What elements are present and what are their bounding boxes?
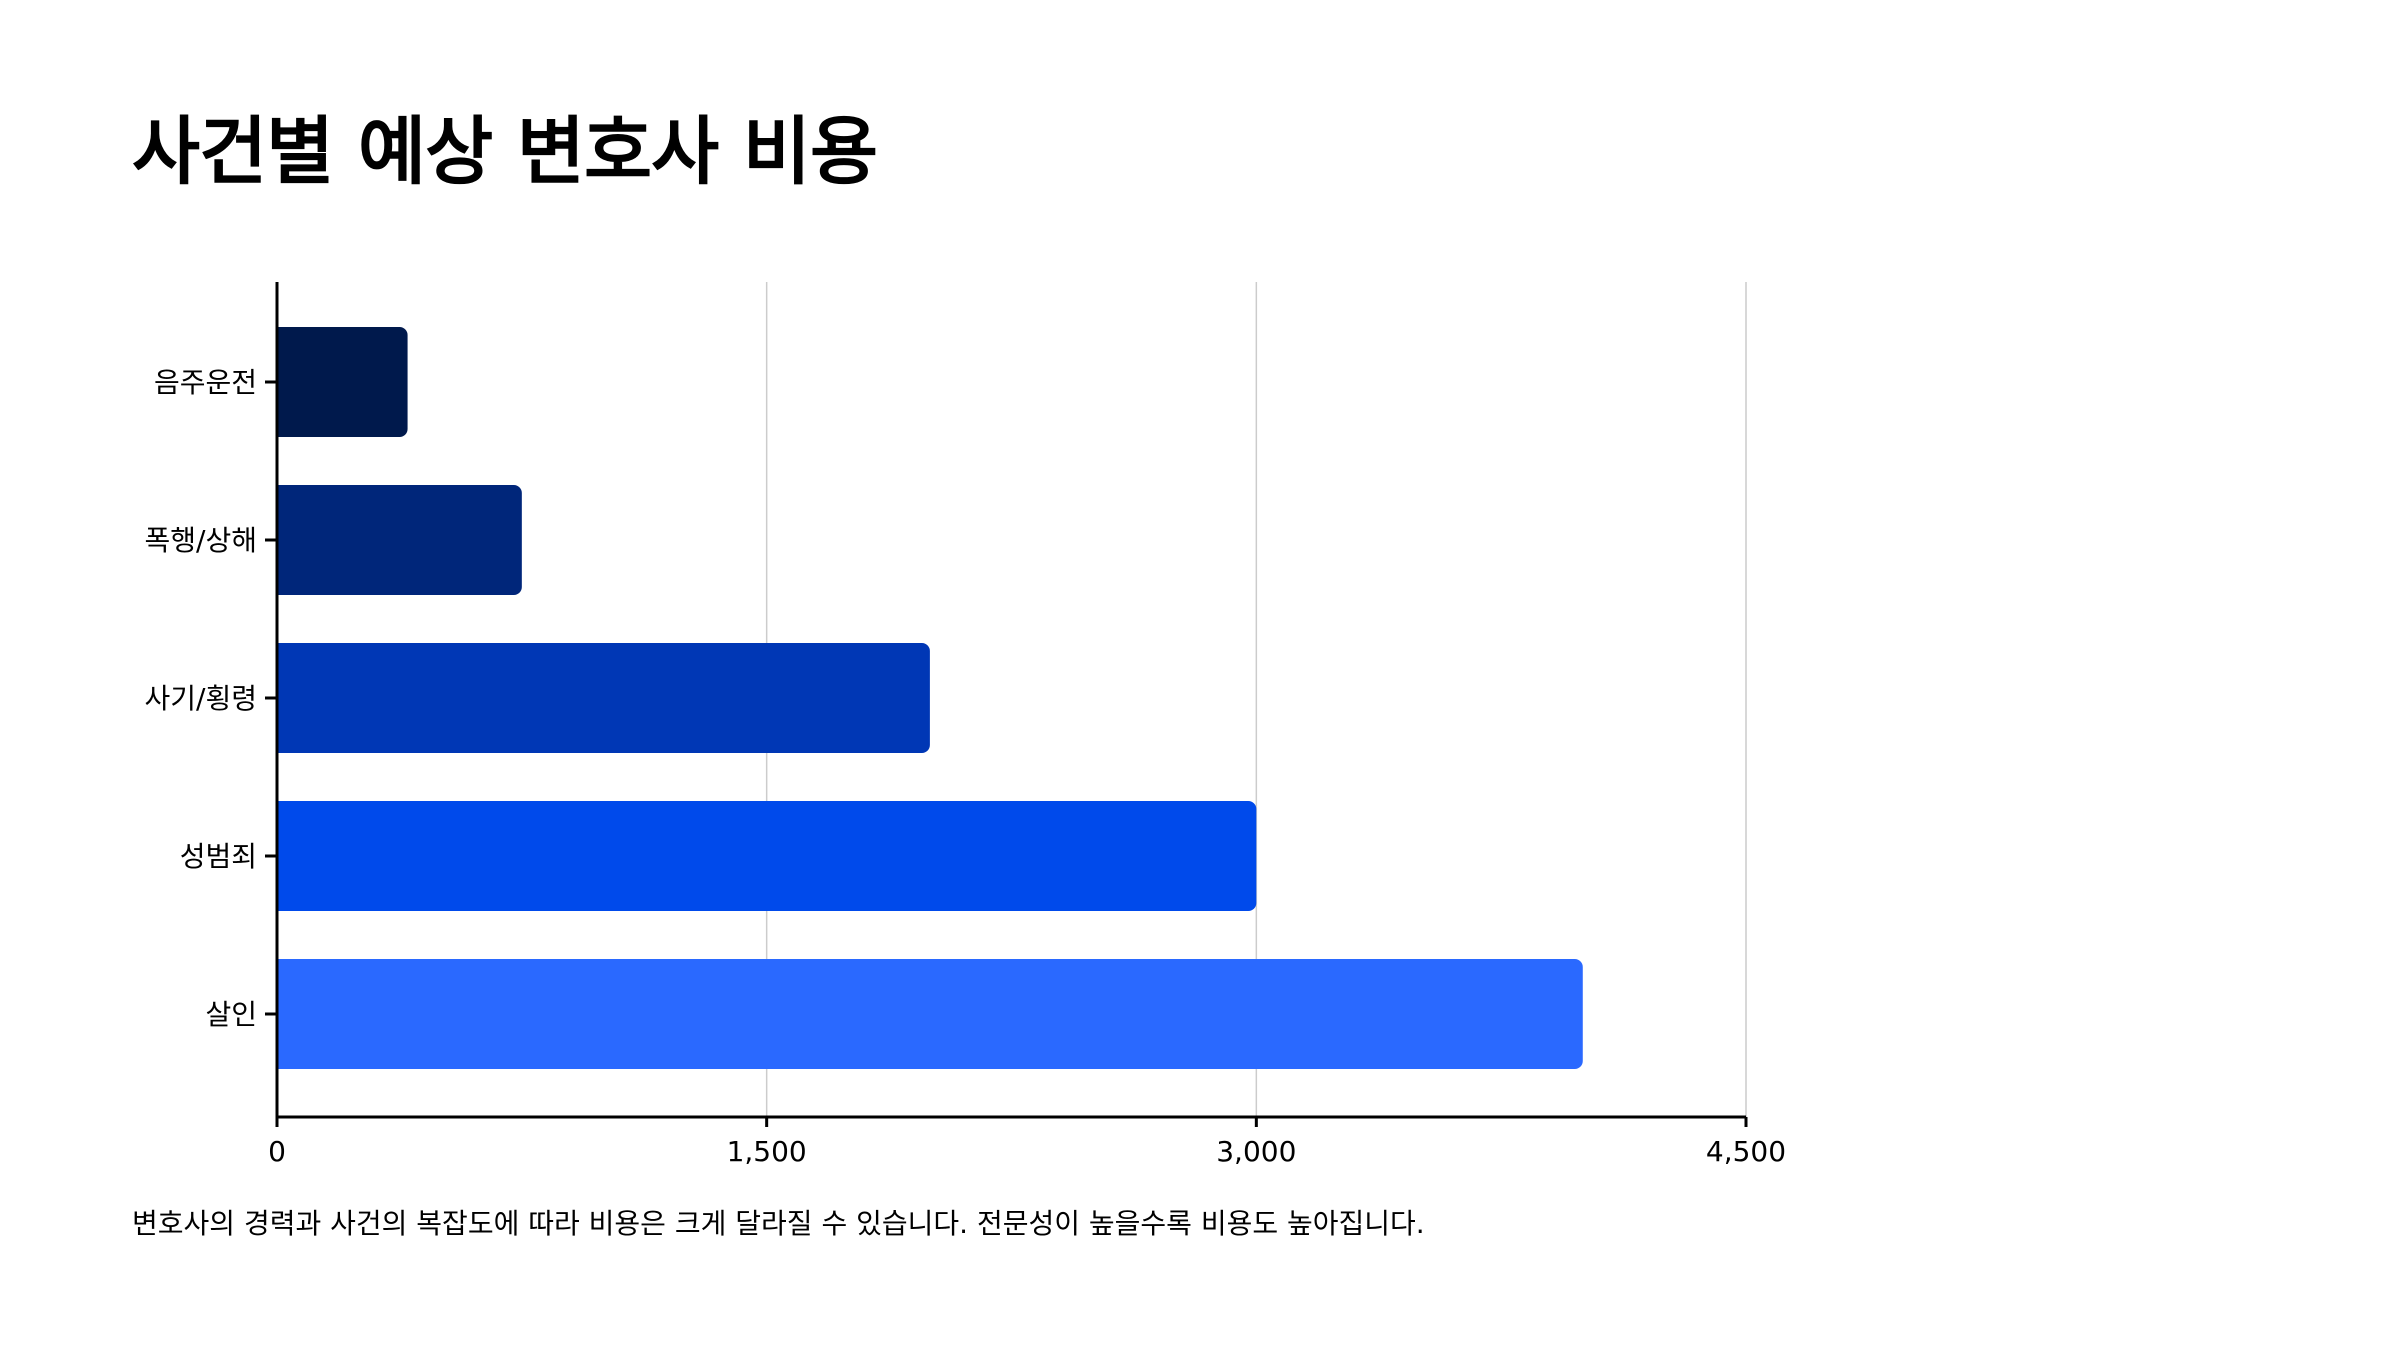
bar [277,643,930,753]
x-tick-label: 1,500 [727,1135,807,1168]
axes [265,282,1748,1127]
x-tick-label: 3,000 [1216,1135,1296,1168]
bar [277,959,1583,1069]
x-tick-label: 4,500 [1706,1135,1786,1168]
category-label: 사기/횡령 [145,682,257,715]
page-title: 사건별 예상 변호사 비용 [132,109,878,195]
bar [276,801,1257,911]
bars [276,327,1583,1069]
x-tick-label: 0 [268,1135,286,1168]
footnote: 변호사의 경력과 사건의 복잡도에 따라 비용은 크게 달라질 수 있습니다. … [132,1207,1425,1240]
category-label: 성범죄 [180,840,257,873]
bar [277,327,408,437]
category-label: 음주운전 [154,366,257,399]
category-label: 살인 [205,998,257,1031]
bar [277,485,522,595]
category-label: 폭행/상해 [145,524,257,557]
